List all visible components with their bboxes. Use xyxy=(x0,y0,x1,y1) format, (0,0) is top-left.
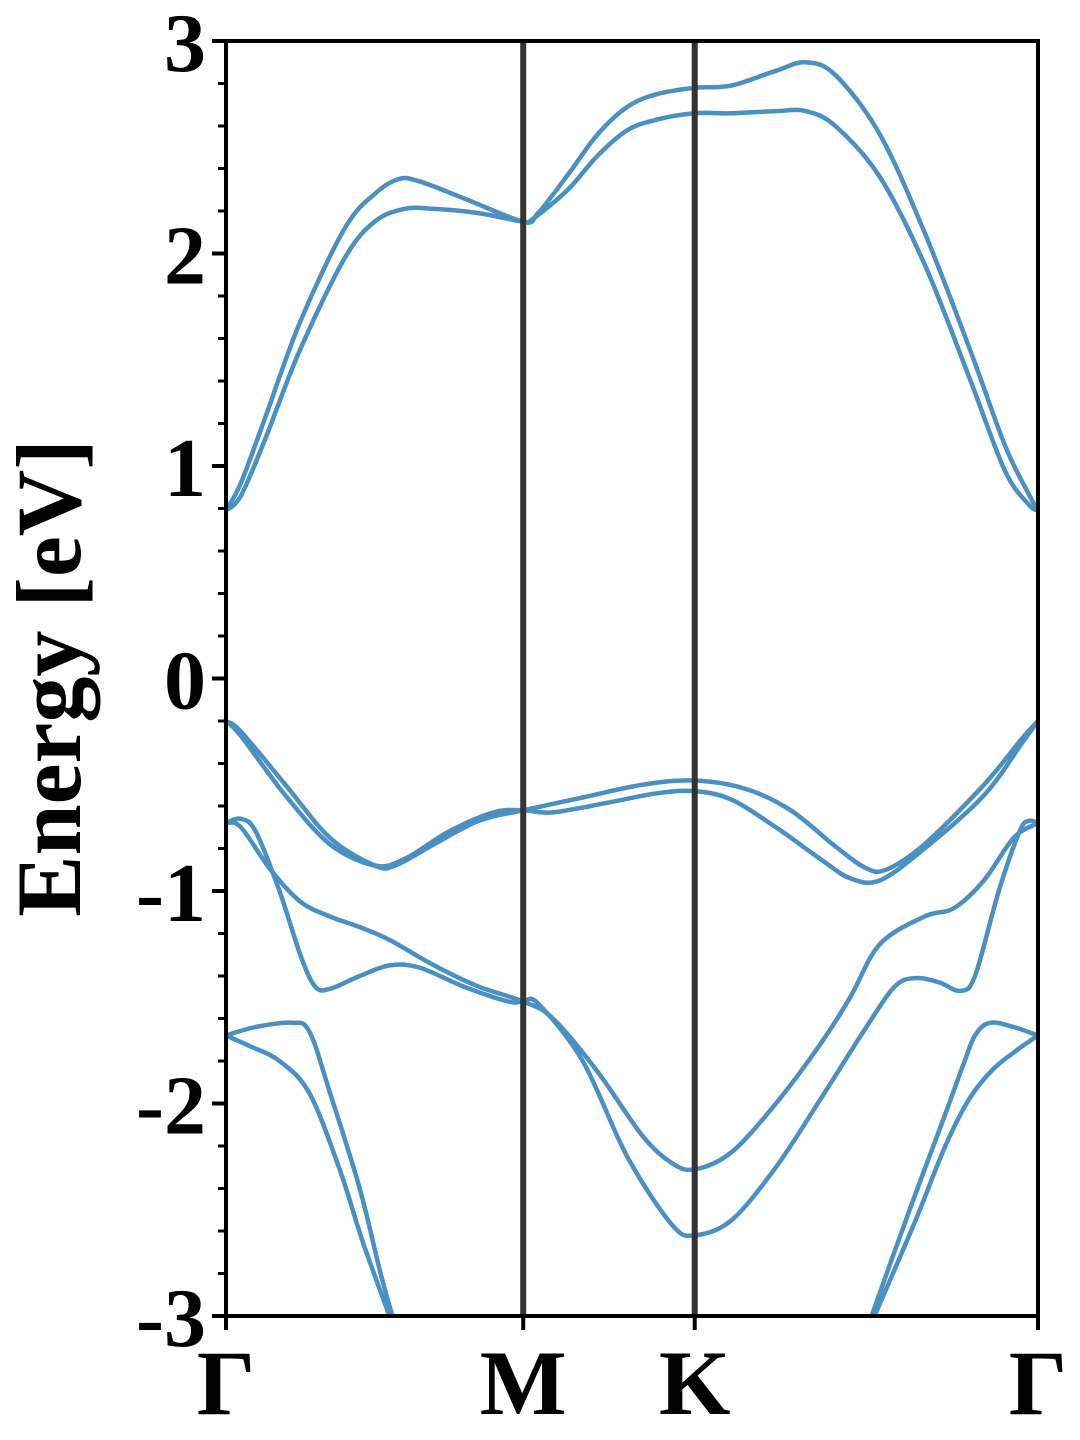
y-tick-label: 1 xyxy=(164,422,206,515)
y-tick-label: -3 xyxy=(136,1272,206,1365)
x-tick-label-3: K xyxy=(659,1332,731,1434)
y-axis-label: Energy [eV] xyxy=(0,439,100,917)
band-line-3 xyxy=(226,718,1038,886)
y-tick-label: 0 xyxy=(164,635,206,728)
band-line-2 xyxy=(226,60,1038,513)
band-lines xyxy=(226,60,1038,1316)
band-line-9 xyxy=(869,1020,1038,1316)
x-tick-label-1: Γ xyxy=(197,1332,256,1434)
y-tick-label: 2 xyxy=(164,210,206,303)
y-tick-label: 3 xyxy=(164,0,206,90)
band-line-8 xyxy=(226,1033,392,1316)
high-symmetry-lines xyxy=(520,41,698,1316)
band-line-1 xyxy=(226,107,1038,513)
band-line-5 xyxy=(226,820,1038,1173)
band-line-6 xyxy=(226,816,1038,1239)
band-line-10 xyxy=(872,1033,1038,1316)
y-axis-ticks: -3 -2 -1 0 1 2 3 xyxy=(136,0,226,1365)
x-tick-label-2: M xyxy=(480,1332,567,1434)
band-line-4 xyxy=(226,718,1038,875)
y-tick-label: -1 xyxy=(136,847,206,940)
band-line-7 xyxy=(226,1020,395,1316)
y-tick-label: -2 xyxy=(136,1060,206,1153)
x-tick-label-4: Γ xyxy=(1009,1332,1068,1434)
